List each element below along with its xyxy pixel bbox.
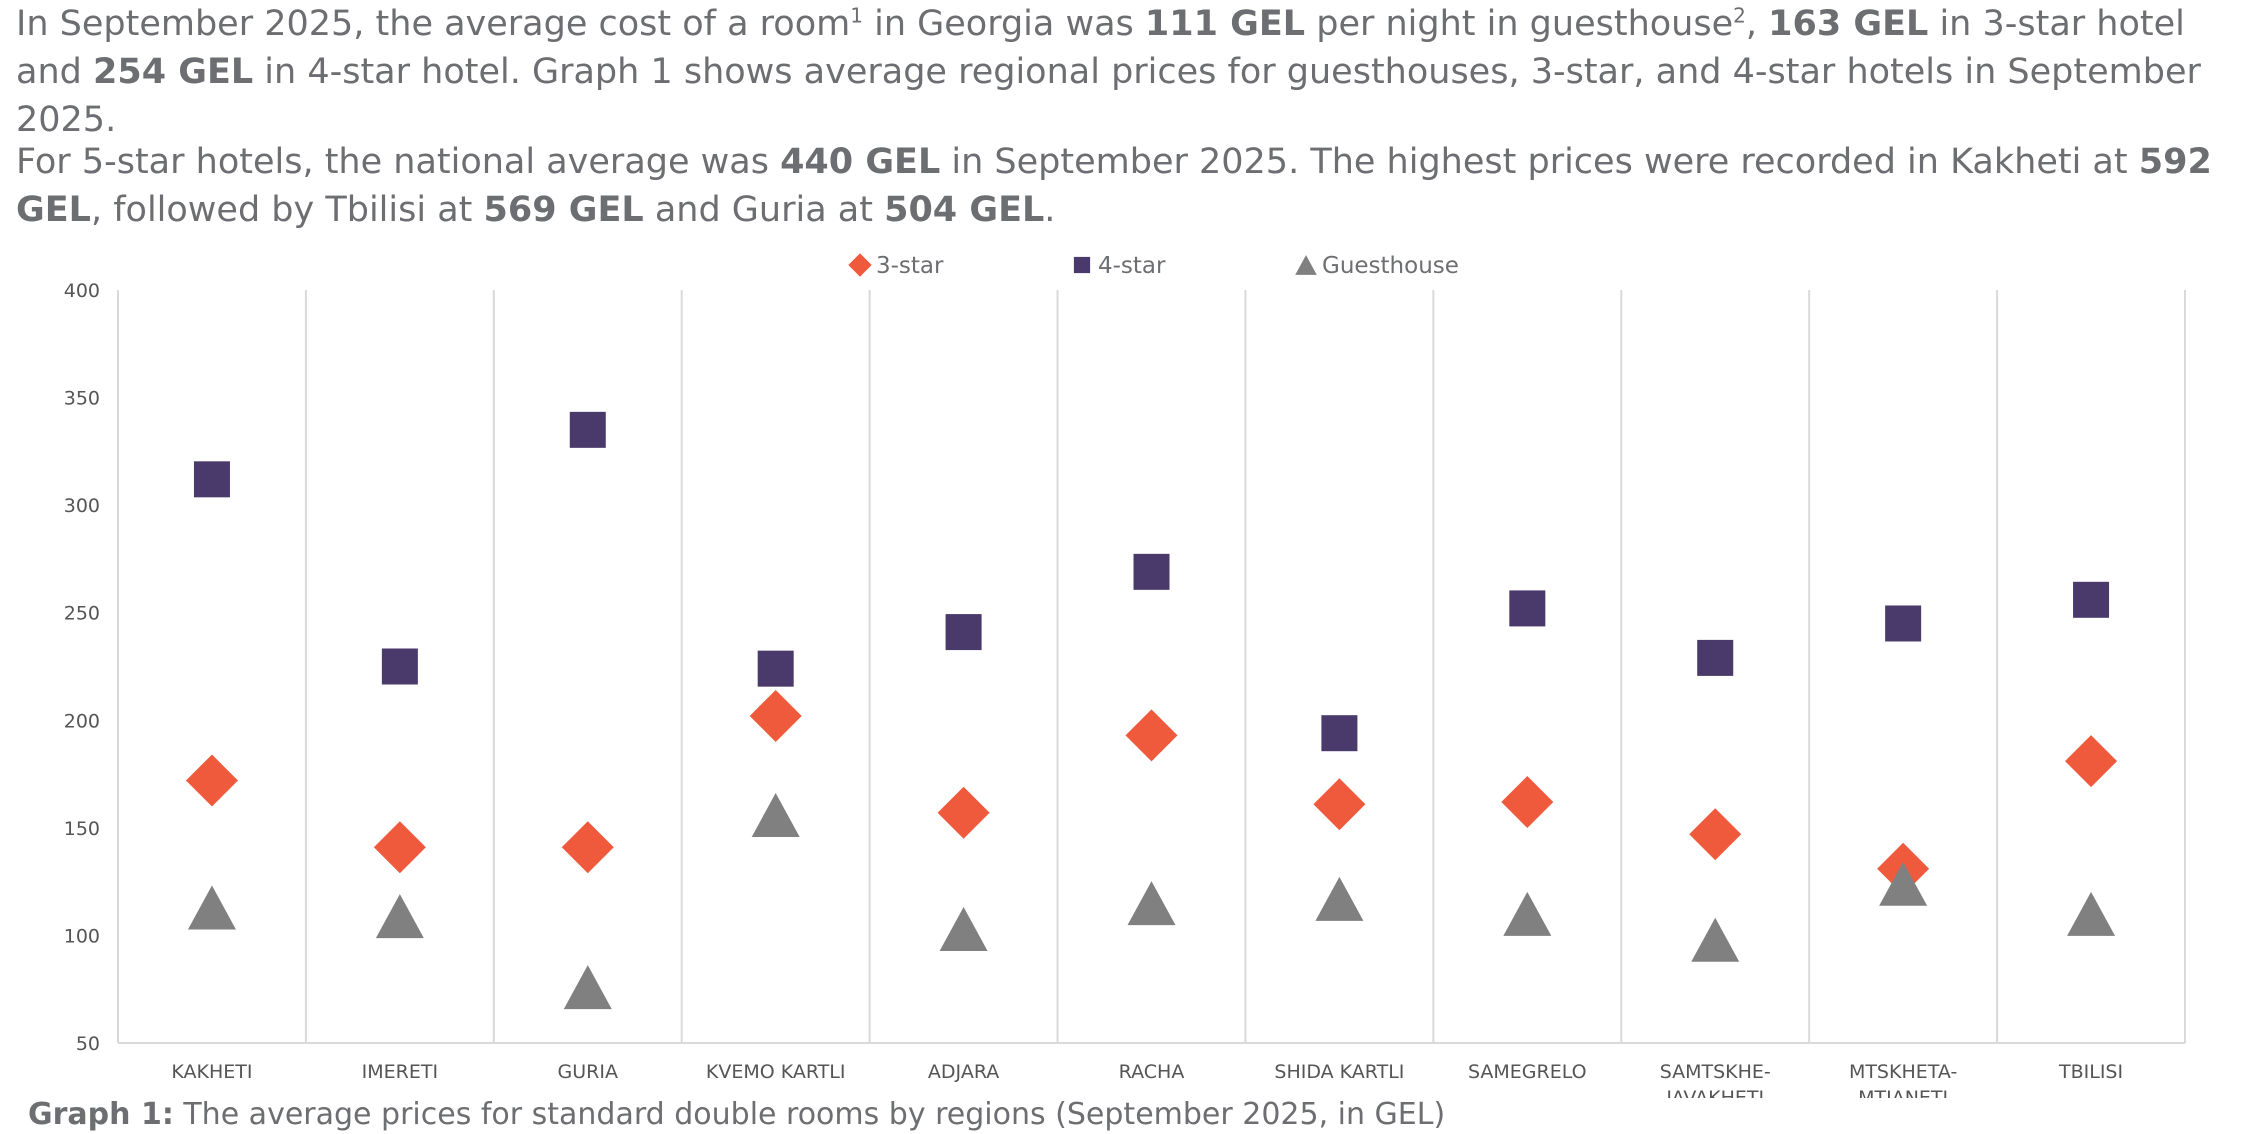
marker-3-star	[1501, 776, 1554, 829]
marker-4-star	[2073, 581, 2110, 618]
marker-guesthouse	[1503, 891, 1552, 936]
chart-legend: 3-star 4-star Guesthouse	[848, 253, 1459, 279]
intro-paragraph-1: In September 2025, the average cost of a…	[16, 0, 2256, 144]
text-run: in Georgia was	[862, 4, 1145, 44]
x-tick-label: SHIDA KARTLI	[1274, 1061, 1404, 1083]
marker-guesthouse	[1879, 861, 1928, 906]
caption-label: Graph 1:	[28, 1097, 174, 1132]
highlight-value: 504 GEL	[884, 190, 1045, 230]
text-run: in 4-star hotel. Graph 1 shows average r…	[16, 52, 2201, 140]
marker-4-star	[193, 461, 230, 498]
highlight-value: 440 GEL	[780, 142, 941, 182]
highlight-value: 111 GEL	[1144, 4, 1306, 44]
text-run: ,	[1745, 4, 1769, 44]
x-tick-label: KVEMO KARTLI	[706, 1061, 846, 1083]
y-tick-label: 50	[76, 1033, 100, 1055]
marker-guesthouse	[751, 792, 800, 837]
y-tick-label: 150	[64, 818, 100, 840]
x-axis: KAKHETI IMERETI GURIA KVEMO KARTLI ADJARA RAC…	[171, 1061, 2123, 1098]
marker-4-star	[1321, 715, 1358, 752]
x-tick-label: TBILISI	[2058, 1061, 2123, 1083]
marker-3-star	[1125, 709, 1178, 762]
marker-guesthouse	[2067, 891, 2116, 936]
y-tick-label: 100	[64, 925, 100, 947]
marker-4-star	[1133, 553, 1170, 590]
marker-guesthouse	[563, 965, 612, 1010]
data-markers	[185, 411, 2118, 1010]
x-tick-label: MTIANETI	[1858, 1087, 1948, 1098]
marker-3-star	[561, 821, 614, 874]
legend-marker-3-star	[848, 253, 872, 277]
y-tick-label: 250	[64, 603, 100, 625]
highlight-value: 569 GEL	[483, 190, 644, 230]
y-tick-label: 200	[64, 710, 100, 732]
footnote-ref: 2	[1733, 3, 1746, 28]
text-run: , followed by Tbilisi at	[90, 190, 484, 230]
marker-guesthouse	[1691, 917, 1740, 962]
legend-label: Guesthouse	[1322, 253, 1459, 279]
highlight-value: 254 GEL	[92, 52, 254, 92]
x-tick-label: MTSKHETA-	[1849, 1061, 1957, 1083]
marker-3-star	[749, 689, 802, 742]
marker-3-star	[1689, 808, 1742, 861]
marker-3-star	[937, 786, 990, 839]
marker-guesthouse	[375, 894, 424, 939]
text-run: in 3-star hotel and	[16, 4, 2185, 92]
text-run: per night in guesthouse	[1305, 4, 1734, 44]
legend-marker-4-star	[1073, 256, 1091, 274]
x-tick-label: RACHA	[1119, 1061, 1185, 1083]
marker-guesthouse	[1127, 881, 1176, 926]
category-separators	[117, 290, 2186, 1044]
intro-paragraph-2: For 5-star hotels, the national average …	[16, 138, 2256, 234]
text-run: in September 2025. The highest prices we…	[940, 142, 2139, 182]
scatter-chart: 3-star 4-star Guesthouse 50 100 150 200 250 300…	[64, 253, 2186, 1098]
marker-4-star	[757, 650, 794, 687]
marker-guesthouse	[187, 885, 236, 930]
legend-label: 3-star	[876, 253, 944, 279]
y-axis: 50 100 150 200 250 300 350 400	[64, 280, 100, 1055]
marker-4-star	[945, 614, 982, 651]
marker-4-star	[1885, 605, 1922, 642]
marker-3-star	[2065, 735, 2118, 788]
text-run: .	[1044, 190, 1056, 230]
marker-3-star	[1313, 778, 1366, 831]
x-tick-label: SAMEGRELO	[1468, 1061, 1587, 1083]
x-tick-label: ADJARA	[928, 1061, 999, 1083]
marker-3-star	[373, 821, 426, 874]
y-tick-label: 350	[64, 388, 100, 410]
marker-3-star	[185, 754, 238, 807]
x-tick-label: JAVAKHETI	[1665, 1087, 1764, 1098]
footnote-ref: 1	[850, 3, 863, 28]
caption-text: The average prices for standard double r…	[173, 1097, 1446, 1132]
highlight-value: 592 GEL	[16, 142, 2212, 230]
legend-label: 4-star	[1098, 253, 1166, 279]
marker-4-star	[1509, 590, 1546, 627]
text-run: For 5-star hotels, the national average …	[16, 142, 781, 182]
x-tick-label: KAKHETI	[171, 1061, 252, 1083]
y-tick-label: 300	[64, 495, 100, 517]
x-tick-label: SAMTSKHE-	[1660, 1061, 1771, 1083]
highlight-value: 163 GEL	[1768, 4, 1929, 44]
x-tick-label: GURIA	[558, 1061, 618, 1083]
text-run: and Guria at	[643, 190, 885, 230]
marker-4-star	[1697, 639, 1734, 676]
marker-guesthouse	[1315, 876, 1364, 921]
marker-guesthouse	[939, 906, 988, 951]
legend-marker-guesthouse	[1295, 255, 1317, 275]
x-tick-label: IMERETI	[362, 1061, 438, 1083]
marker-4-star	[569, 411, 606, 448]
graph-caption: Graph 1: The average prices for standard…	[28, 1098, 1445, 1132]
marker-4-star	[381, 648, 418, 685]
y-tick-label: 400	[64, 280, 100, 302]
text-run: In September 2025, the average cost of a…	[16, 4, 851, 44]
